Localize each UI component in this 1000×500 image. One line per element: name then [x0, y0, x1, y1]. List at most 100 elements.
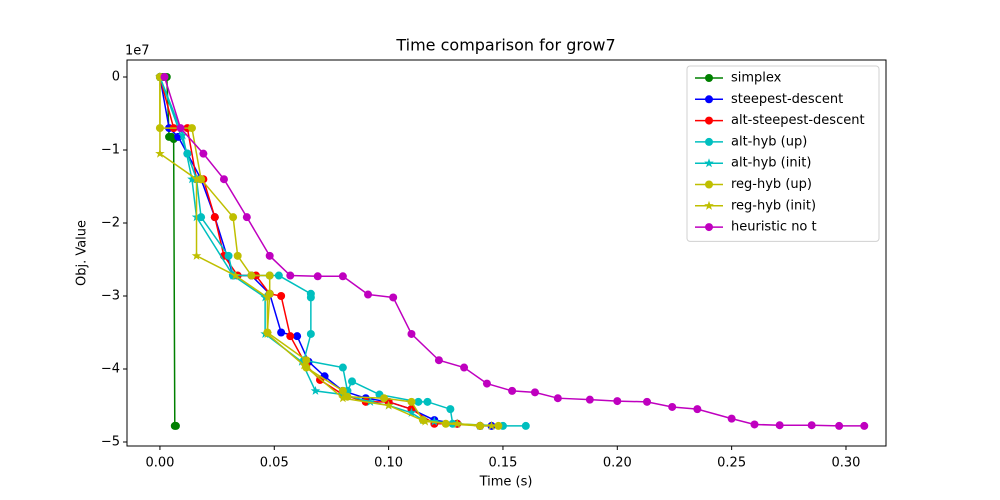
marker [482, 379, 491, 388]
marker [191, 174, 202, 184]
marker [293, 332, 302, 341]
marker [274, 271, 283, 280]
marker [429, 416, 440, 426]
series-line [159, 76, 526, 427]
x-tick-label: 0.10 [374, 456, 403, 471]
marker [178, 130, 188, 140]
x-tick-label: 0.30 [832, 456, 861, 471]
marker [407, 329, 416, 338]
legend-label: reg-hyb (up) [731, 177, 812, 192]
marker [286, 271, 295, 280]
marker [247, 271, 256, 280]
legend-label: heuristic no t [731, 220, 817, 235]
marker [860, 421, 869, 430]
marker [553, 394, 562, 403]
marker [199, 149, 208, 158]
marker [219, 175, 228, 184]
legend-marker [705, 74, 713, 82]
legend-label: alt-hyb (init) [731, 156, 811, 171]
marker [310, 385, 321, 395]
marker [187, 124, 196, 133]
marker [299, 360, 309, 370]
marker [262, 328, 273, 338]
x-tick-label: 0.25 [717, 456, 746, 471]
x-tick-label: 0.05 [260, 456, 289, 471]
legend-marker [704, 158, 714, 168]
y-tick-label: −4 [101, 361, 120, 376]
marker [197, 213, 206, 222]
marker [230, 270, 241, 280]
marker [380, 394, 389, 403]
legend-label: simplex [731, 71, 782, 86]
x-tick-label: 0.00 [145, 456, 174, 471]
y-axis-label: Obj. Value [75, 220, 90, 286]
legend-label: reg-hyb (init) [731, 198, 816, 213]
marker [775, 421, 784, 430]
y-tick-label: 0 [112, 70, 120, 85]
marker [494, 421, 503, 430]
marker [441, 419, 450, 428]
marker [434, 356, 443, 365]
marker [262, 292, 273, 302]
axes-frame [126, 59, 887, 447]
marker [197, 175, 206, 184]
marker [530, 388, 539, 397]
legend-marker [705, 116, 713, 125]
marker [643, 397, 652, 406]
marker [508, 386, 517, 395]
legend-marker [705, 223, 713, 232]
marker [338, 386, 347, 395]
marker [306, 329, 315, 338]
marker [807, 421, 816, 430]
marker [191, 250, 202, 260]
marker [348, 377, 357, 386]
legend-marker [704, 200, 714, 210]
marker [452, 418, 462, 428]
legend-marker [705, 180, 713, 189]
marker [265, 251, 274, 260]
marker [233, 251, 242, 260]
y-tick-label: −2 [101, 215, 120, 230]
legend-marker [705, 95, 713, 104]
marker [613, 397, 622, 406]
marker [460, 363, 469, 372]
marker [407, 397, 416, 406]
marker [277, 291, 286, 300]
marker [171, 421, 180, 430]
marker [277, 328, 286, 337]
chart-title: Time comparison for grow7 [395, 36, 615, 55]
marker [446, 405, 455, 414]
legend-label: alt-hyb (up) [731, 134, 807, 149]
marker [423, 397, 432, 406]
marker [750, 420, 759, 429]
y-offset-label: 1e7 [125, 44, 150, 59]
marker [176, 124, 185, 133]
y-tick-label: −1 [101, 143, 120, 158]
marker [420, 416, 430, 426]
marker [693, 405, 702, 414]
marker [406, 407, 417, 417]
marker [306, 293, 315, 302]
y-tick-label: −3 [101, 288, 120, 303]
marker [338, 393, 348, 403]
legend-label: alt-steepest-descent [731, 113, 865, 128]
marker [414, 397, 423, 406]
legend-marker [705, 137, 713, 146]
marker [338, 272, 347, 281]
y-tick-label: −5 [101, 434, 120, 449]
marker [521, 421, 530, 430]
marker [365, 396, 376, 406]
marker [155, 148, 165, 158]
marker [210, 213, 219, 222]
marker [242, 213, 251, 222]
marker [338, 363, 347, 372]
marker [160, 73, 169, 82]
marker [296, 356, 307, 366]
marker [187, 174, 197, 184]
x-tick-label: 0.15 [488, 456, 517, 471]
marker [668, 402, 677, 411]
marker [286, 332, 295, 341]
marker [585, 395, 594, 404]
marker [389, 293, 398, 302]
